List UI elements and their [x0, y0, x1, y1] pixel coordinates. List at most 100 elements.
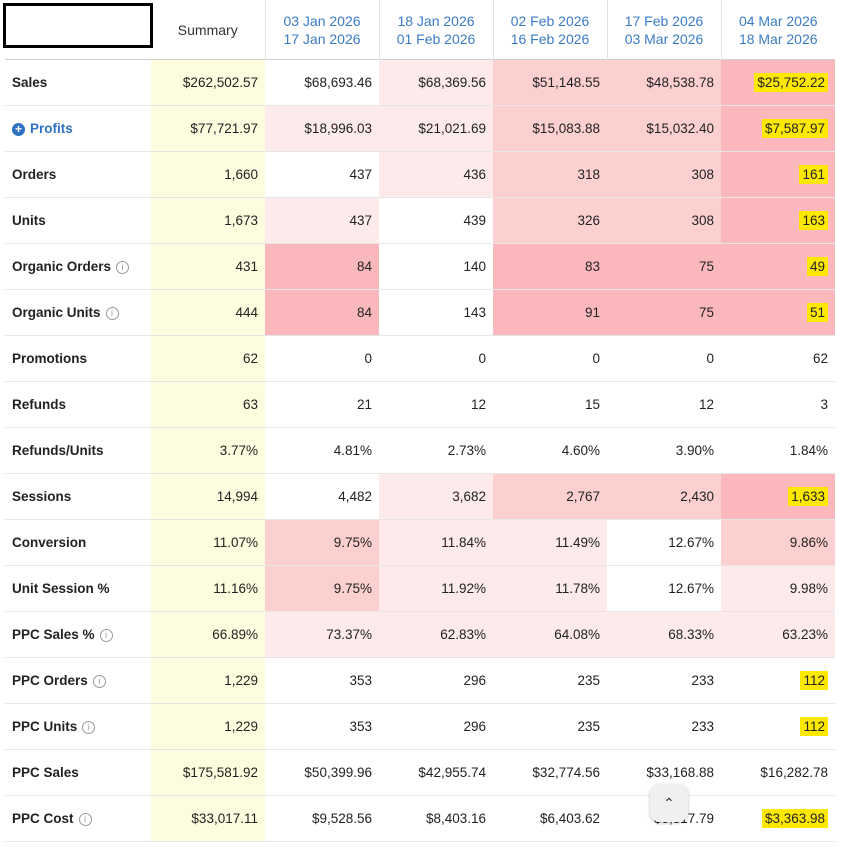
row-label: PPC Cost i	[5, 795, 151, 842]
table-row: Refunds 63 21 12 15 12 3	[5, 381, 835, 428]
period-cell: $9,528.56	[265, 795, 379, 842]
period-cell: 68.33%	[607, 611, 721, 658]
period-cell: 12	[379, 381, 493, 428]
period-cell: 11.49%	[493, 519, 607, 566]
period-cell: $68,369.56	[379, 59, 493, 106]
row-label-text: Sessions	[12, 489, 72, 504]
header-period-1[interactable]: 03 Jan 2026 17 Jan 2026	[264, 0, 379, 60]
table-row: Promotions 62 0 0 0 0 62	[5, 335, 835, 382]
table-row: + Profits $77,721.97 $18,996.03 $21,021.69 $1…	[5, 105, 835, 152]
period-cell: 0	[493, 335, 607, 382]
period-cell: 233	[607, 657, 721, 704]
summary-cell: 14,994	[151, 473, 265, 520]
highlighted-value: 163	[799, 211, 828, 230]
period-cell: 2,430	[607, 473, 721, 520]
header-corner	[5, 0, 151, 60]
highlighted-value: 49	[806, 257, 828, 276]
period-cell: 51	[721, 289, 835, 336]
period-cell: 21	[265, 381, 379, 428]
row-label-text: PPC Orders	[12, 673, 88, 688]
period-cell: $18,996.03	[265, 105, 379, 152]
header-period-2[interactable]: 18 Jan 2026 01 Feb 2026	[378, 0, 493, 60]
table-row: PPC Units i 1,229 353 296 235 233 112	[5, 703, 835, 750]
period-cell: 4,482	[265, 473, 379, 520]
scroll-top-button[interactable]: ⌃	[650, 784, 688, 822]
period-cell: 2,767	[493, 473, 607, 520]
period-cell: $21,021.69	[379, 105, 493, 152]
row-label: PPC Sales	[5, 749, 151, 796]
info-icon[interactable]: i	[82, 721, 96, 734]
period-cell: 11.78%	[493, 565, 607, 612]
info-icon[interactable]: i	[116, 261, 130, 274]
period-cell: 439	[379, 197, 493, 244]
period-cell: 12.67%	[607, 519, 721, 566]
period-cell: 9.98%	[721, 565, 835, 612]
period-cell: 0	[379, 335, 493, 382]
row-label-text: Units	[12, 213, 46, 228]
header-period-4[interactable]: 17 Feb 2026 03 Mar 2026	[606, 0, 721, 60]
table-row: Sessions 14,994 4,482 3,682 2,767 2,430 1,633	[5, 473, 835, 520]
period-cell: 0	[265, 335, 379, 382]
period-cell: 163	[721, 197, 835, 244]
row-label-text: Refunds	[12, 397, 66, 412]
row-label: Organic Orders i	[5, 243, 151, 290]
summary-cell: 1,673	[151, 197, 265, 244]
period-cell: 112	[721, 657, 835, 704]
period-cell: 64.08%	[493, 611, 607, 658]
period-cell: 63.23%	[721, 611, 835, 658]
summary-cell: 431	[151, 243, 265, 290]
period-cell: 296	[379, 703, 493, 750]
header-period-5[interactable]: 04 Mar 2026 18 Mar 2026	[720, 0, 835, 60]
period-cell: $42,955.74	[379, 749, 493, 796]
row-label-text: Organic Units	[12, 305, 101, 320]
period-cell: 84	[265, 289, 379, 336]
row-label-text: Organic Orders	[12, 259, 112, 274]
summary-cell: 11.07%	[151, 519, 265, 566]
period-cell: 49	[721, 243, 835, 290]
summary-cell: 1,229	[151, 657, 265, 704]
period-cell: $68,693.46	[265, 59, 379, 106]
period-cell: 62	[721, 335, 835, 382]
period-cell: 9.75%	[265, 519, 379, 566]
header-summary[interactable]: Summary	[177, 21, 238, 38]
period-cell: 84	[265, 243, 379, 290]
plus-circle-icon[interactable]: +	[12, 123, 25, 136]
info-icon[interactable]: i	[78, 813, 92, 826]
period-cell: 9.75%	[265, 565, 379, 612]
header-period-3[interactable]: 02 Feb 2026 16 Feb 2026	[492, 0, 607, 60]
info-icon[interactable]: i	[92, 675, 106, 688]
period-cell: $48,538.78	[607, 59, 721, 106]
row-label: Orders	[5, 151, 151, 198]
table-row: Unit Session % 11.16% 9.75% 11.92% 11.78% 12.…	[5, 565, 835, 612]
period-cell: 12.67%	[607, 565, 721, 612]
period-cell: 353	[265, 657, 379, 704]
highlighted-value: 112	[800, 717, 828, 736]
row-label: PPC Sales % i	[5, 611, 151, 658]
row-label: Conversion	[5, 519, 151, 566]
summary-cell: 1,229	[151, 703, 265, 750]
period-cell: 308	[607, 151, 721, 198]
highlighted-value: $25,752.22	[754, 73, 828, 92]
period-cell: $15,032.40	[607, 105, 721, 152]
info-icon[interactable]: i	[99, 629, 113, 642]
period-cell: 3	[721, 381, 835, 428]
period-cell: 2.73%	[379, 427, 493, 474]
row-label: Refunds/Units	[5, 427, 151, 474]
table-row: PPC Sales $175,581.92 $50,399.96 $42,955.74…	[5, 749, 835, 796]
period-cell: 12	[607, 381, 721, 428]
period-cell: 4.60%	[493, 427, 607, 474]
period-cell: $32,774.56	[493, 749, 607, 796]
period-cell: $25,752.22	[721, 59, 835, 106]
period-cell: $8,403.16	[379, 795, 493, 842]
period-cell: 75	[607, 243, 721, 290]
summary-cell: 66.89%	[151, 611, 265, 658]
row-label[interactable]: + Profits	[5, 105, 151, 152]
table-row: PPC Sales % i 66.89% 73.37% 62.83% 64.08% 68.3…	[5, 611, 835, 658]
period-cell: 326	[493, 197, 607, 244]
info-icon[interactable]: i	[105, 307, 119, 320]
summary-cell: $77,721.97	[151, 105, 265, 152]
period-cell: 3.90%	[607, 427, 721, 474]
highlighted-value: $7,587.97	[761, 119, 828, 138]
period-cell: 308	[607, 197, 721, 244]
period-cell: 353	[265, 703, 379, 750]
